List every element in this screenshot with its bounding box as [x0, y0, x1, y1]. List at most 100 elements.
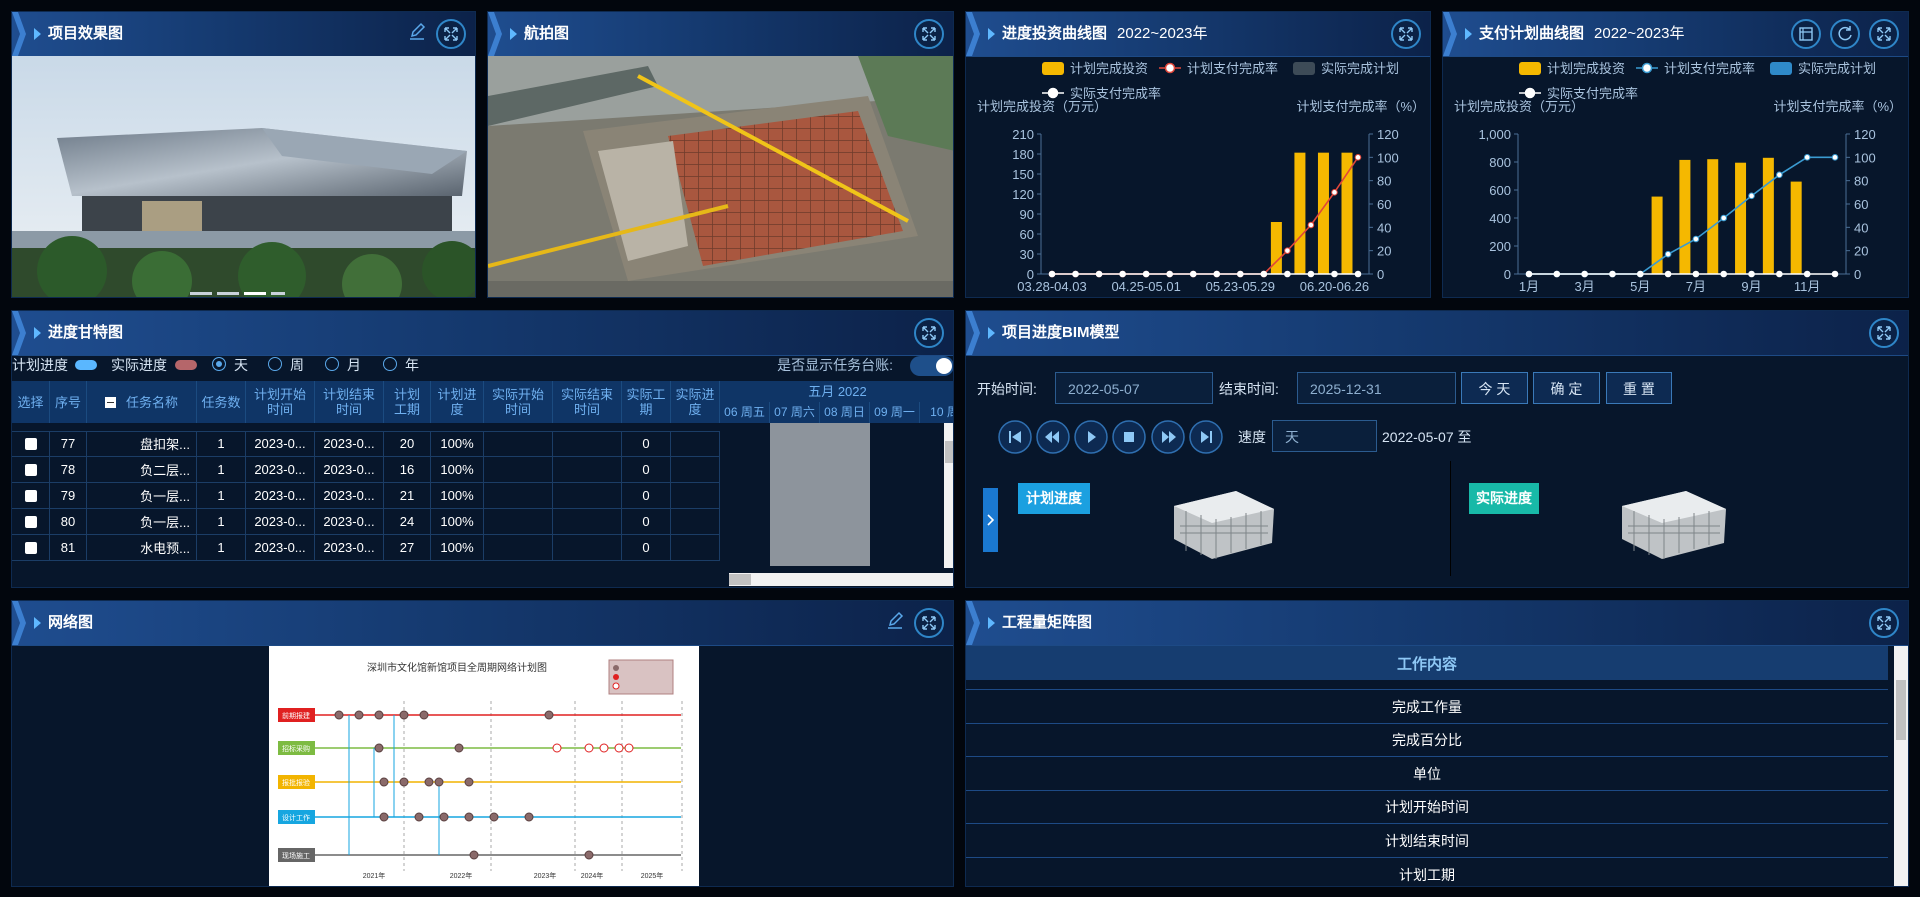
bar [1270, 222, 1282, 274]
column-title: 实际开始时间 [491, 387, 544, 417]
line-point [1581, 270, 1588, 278]
divider [1450, 461, 1451, 576]
expand-button[interactable] [1868, 607, 1900, 639]
bar [1341, 152, 1353, 274]
line-point [1048, 270, 1056, 278]
year-label: 2023年 [534, 871, 557, 880]
cell-text: 2023-0... [254, 514, 306, 529]
edit-button[interactable] [407, 22, 427, 42]
cell-text: 16 [399, 462, 415, 477]
line [1052, 156, 1359, 275]
table-cell: 负二层... [87, 457, 197, 483]
toggle[interactable] [910, 356, 953, 376]
table-cell: 盘扣架... [87, 431, 197, 457]
today-button[interactable]: 今 天 [1461, 372, 1528, 404]
legend-swatch [1042, 62, 1064, 75]
expand-button[interactable] [913, 317, 945, 349]
confirm-button[interactable]: 确 定 [1533, 372, 1600, 404]
expand-button[interactable] [1868, 18, 1900, 50]
expand-button[interactable] [913, 18, 945, 50]
edit-button[interactable] [885, 611, 905, 631]
line-point [1331, 270, 1338, 278]
end-label: 结束时间: [1219, 381, 1279, 397]
play-controls[interactable] [996, 419, 1236, 455]
h-scrollbar[interactable] [729, 573, 953, 586]
row-checkbox[interactable] [24, 463, 37, 476]
line-point [1636, 270, 1644, 278]
table-cell: 21 [384, 483, 431, 509]
lane-label: 前期报建 [282, 711, 310, 720]
plan-label: 计划进度 [1018, 483, 1090, 514]
timeline-day: 09 周一 [870, 402, 920, 423]
lane-box [278, 810, 315, 824]
header-deco [966, 311, 995, 355]
legend-item[interactable]: 计划完成投资 [1042, 61, 1148, 76]
legend-item[interactable]: 实际支付完成率 [1042, 86, 1161, 101]
column-header: 序号 [50, 381, 87, 423]
table-button[interactable] [1790, 18, 1822, 50]
view-radio[interactable] [325, 357, 339, 371]
node [414, 812, 424, 822]
start-date-input[interactable]: 2022-05-07 [1055, 372, 1213, 404]
legend-item[interactable]: 实际完成计划 [1770, 61, 1876, 76]
cell-text: 负一层... [140, 515, 190, 530]
panel-title: 航拍图 [524, 12, 569, 56]
view-radio[interactable] [383, 357, 397, 371]
column-header: 实际工期 [622, 381, 671, 423]
expand-button[interactable] [913, 607, 945, 639]
end-date-input[interactable]: 2025-12-31 [1297, 372, 1456, 404]
header-deco [966, 12, 995, 56]
header-deco [966, 601, 995, 645]
expand-button[interactable] [435, 18, 467, 50]
node [334, 710, 344, 720]
legend-item[interactable]: 实际支付完成率 [1519, 86, 1638, 101]
view-radio[interactable] [212, 357, 226, 371]
table-cell: 2023-0... [315, 457, 384, 483]
table-cell: 0 [622, 431, 671, 457]
cell-text: 0 [642, 514, 650, 529]
cell-text: 100% [440, 436, 474, 451]
y-tick-label: 150 [1012, 167, 1034, 182]
expand-button[interactable] [1390, 18, 1422, 50]
v-scrollbar[interactable] [1894, 646, 1908, 886]
expand-button[interactable] [1868, 317, 1900, 349]
year-label: 2024年 [581, 871, 604, 880]
speed-select[interactable]: 天 [1272, 420, 1377, 452]
y2-tick-label: 60 [1854, 197, 1868, 212]
legend-item[interactable]: 实际完成计划 [1293, 61, 1399, 76]
node [614, 743, 624, 753]
legend-item[interactable]: 计划支付完成率 [1159, 61, 1278, 76]
legend-item[interactable]: 计划完成投资 [1519, 61, 1625, 76]
table-cell [12, 431, 50, 457]
view-radio[interactable] [268, 357, 282, 371]
line-point [1260, 270, 1268, 278]
refresh-button[interactable] [1829, 18, 1861, 50]
line-point [1331, 189, 1338, 196]
y-tick-label: 90 [1020, 207, 1034, 222]
reset-button[interactable]: 重 置 [1606, 372, 1672, 404]
title-text: 项目效果图 [48, 25, 124, 42]
side-tab[interactable] [983, 488, 998, 552]
v-scrollbar[interactable] [944, 423, 953, 568]
row-checkbox[interactable] [24, 541, 37, 554]
y2-tick-label: 40 [1377, 220, 1391, 235]
cell-text: 100% [440, 462, 474, 477]
node [354, 710, 364, 720]
legend-label: 计划完成投资 [1547, 61, 1625, 76]
aerial-image [488, 56, 953, 297]
investment-chart-panel: 进度投资曲线图 2022~2023年 0 30 60 90 120 150 180 210 0 20… [965, 11, 1431, 298]
table-cell: 1 [197, 535, 246, 561]
row-checkbox[interactable] [24, 489, 37, 502]
table-cell [553, 457, 622, 483]
cell-text: 0 [642, 436, 650, 451]
table-cell [671, 509, 720, 535]
legend-item[interactable]: 计划支付完成率 [1636, 61, 1755, 76]
table-cell [671, 431, 720, 457]
header-deco [1443, 12, 1472, 56]
cell-text: 2023-0... [254, 540, 306, 555]
row-checkbox[interactable] [24, 437, 37, 450]
row-checkbox[interactable] [24, 515, 37, 528]
cell-text: 0 [642, 488, 650, 503]
line-point [1664, 250, 1672, 258]
